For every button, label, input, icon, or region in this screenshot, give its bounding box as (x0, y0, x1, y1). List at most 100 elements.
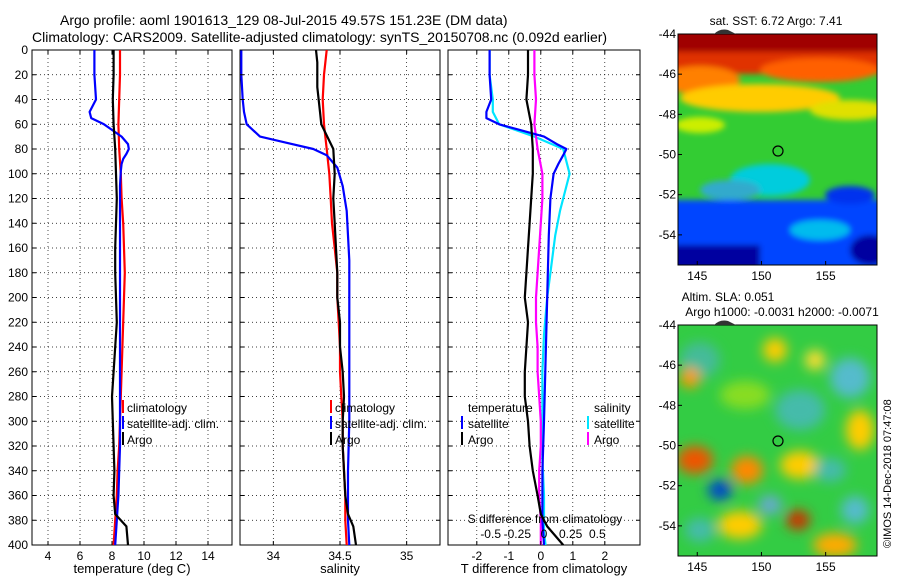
map-y-tick-label: -46 (659, 67, 677, 81)
sla-map-heatmap (678, 325, 877, 556)
depth-tick-label: 220 (8, 315, 28, 329)
x-tick-label: -2 (471, 549, 482, 563)
legend-label-t-argo: Argo (468, 433, 494, 447)
sst-map-landmass (714, 29, 736, 34)
x-tick-label: 2 (601, 549, 608, 563)
s-tick-label: 0 (541, 527, 548, 541)
s-difference-axis-label: S difference from climatology (468, 512, 623, 526)
x-tick-label: 35 (400, 549, 414, 563)
depth-tick-label: 380 (8, 513, 28, 527)
series-line-temperature-argo (523, 50, 565, 545)
depth-tick-label: 180 (8, 266, 28, 280)
depth-tick-label: 240 (8, 340, 28, 354)
depth-tick-label: 0 (21, 43, 28, 57)
temperature-legend: climatology satellite-adj. clim. Argo (122, 400, 219, 447)
map-x-tick-label: 145 (687, 269, 707, 283)
depth-tick-label: 60 (15, 117, 29, 131)
salinity-axis-label: salinity (320, 561, 360, 576)
x-tick-label: 0 (537, 549, 544, 563)
depth-tick-label: 40 (15, 93, 29, 107)
legend-label-satellite: satellite-adj. clim. (335, 417, 427, 431)
legend-label-s-satellite: satellite (594, 417, 635, 431)
map-x-tick-label: 155 (816, 560, 836, 574)
series-line-argo (314, 50, 358, 545)
depth-tick-label: 300 (8, 414, 28, 428)
x-tick-label: 1 (569, 549, 576, 563)
series-line-climatology (112, 50, 126, 545)
depth-tick-label: 140 (8, 216, 28, 230)
map-x-tick-label: 150 (751, 560, 771, 574)
map-y-tick-label: -44 (659, 27, 677, 41)
x-tick-label: 34.5 (328, 549, 352, 563)
figure-title-line1: Argo profile: aoml 1901613_129 08-Jul-20… (60, 12, 508, 28)
series-line-temperature-satellite (485, 50, 568, 545)
map-y-tick-label: -52 (659, 479, 677, 493)
map-y-tick-label: -48 (659, 398, 677, 412)
legend-label-t-satellite: satellite (468, 417, 509, 431)
sla-map-landmass (714, 320, 736, 325)
legend-label-s-argo: Argo (594, 433, 620, 447)
legend-label-argo: Argo (335, 433, 361, 447)
map-y-tick-label: -54 (659, 519, 677, 533)
difference-legend: temperature salinity satellite Argo sate… (461, 401, 635, 447)
sla-map-subtitle: Argo h1000: -0.0031 h2000: -0.0071 (685, 305, 879, 319)
legend-label-climatology: climatology (127, 401, 187, 415)
s-tick-label: -0.25 (504, 527, 532, 541)
legend-label-satellite: satellite-adj. clim. (127, 417, 219, 431)
sla-map-title: Altim. SLA: 0.051 (682, 290, 775, 304)
legend-label-climatology: climatology (335, 401, 395, 415)
map-x-tick-label: 155 (816, 269, 836, 283)
sst-float-marker (772, 145, 784, 157)
depth-tick-label: 320 (8, 439, 28, 453)
figure-title-line2: Climatology: CARS2009. Satellite-adjuste… (32, 29, 607, 45)
sst-map-frame (677, 33, 878, 266)
s-tick-label: 0.25 (559, 527, 583, 541)
map-y-tick-label: -54 (659, 228, 677, 242)
x-tick-label: -1 (503, 549, 514, 563)
depth-tick-label: 260 (8, 365, 28, 379)
x-tick-label: 8 (109, 549, 116, 563)
imos-watermark: ©IMOS 14-Dec-2018 07:47:08 (882, 399, 894, 548)
map-y-tick-label: -44 (659, 318, 677, 332)
temperature-axis-label: temperature (deg C) (73, 561, 190, 576)
depth-axis-labels: 0 20 40 60 80 100 120 140 160 180 200 220 240 260 280 3… (8, 43, 28, 552)
map-y-tick-label: -46 (659, 358, 677, 372)
s-tick-label: -0.5 (480, 527, 501, 541)
x-tick-label: 14 (201, 549, 215, 563)
series-line-argo (110, 50, 130, 545)
series-line-salinity-argo (533, 50, 544, 545)
depth-tick-label: 340 (8, 464, 28, 478)
map-y-tick-label: -50 (659, 148, 677, 162)
legend-label-argo: Argo (127, 433, 153, 447)
x-tick-label: 10 (137, 549, 151, 563)
sla-float-marker (772, 435, 784, 447)
sst-map-title: sat. SST: 6.72 Argo: 7.41 (710, 14, 843, 28)
series-line-satellite-adj-clim- (88, 50, 130, 545)
depth-tick-label: 20 (15, 68, 29, 82)
legend-title-temperature: temperature (468, 401, 533, 415)
x-tick-label: 34 (267, 549, 281, 563)
map-x-tick-label: 150 (751, 269, 771, 283)
map-x-tick-label: 145 (687, 560, 707, 574)
depth-tick-label: 280 (8, 390, 28, 404)
series-line-satellite-adj-clim- (240, 50, 351, 545)
depth-tick-label: 100 (8, 167, 28, 181)
x-tick-label: 6 (77, 549, 84, 563)
x-tick-label: 12 (169, 549, 183, 563)
t-difference-axis-label: T difference from climatology (461, 561, 628, 576)
map-y-tick-label: -48 (659, 107, 677, 121)
depth-tick-label: 120 (8, 192, 28, 206)
map-y-tick-label: -50 (659, 439, 677, 453)
salinity-legend: climatology satellite-adj. clim. Argo (330, 400, 427, 447)
depth-tick-label: 400 (8, 538, 28, 552)
depth-tick-label: 200 (8, 291, 28, 305)
x-tick-label: 4 (45, 549, 52, 563)
depth-tick-label: 360 (8, 489, 28, 503)
legend-title-salinity: salinity (594, 401, 631, 415)
sla-map-frame (677, 324, 878, 557)
depth-tick-label: 80 (15, 142, 29, 156)
s-tick-label: 0.5 (589, 527, 606, 541)
depth-tick-label: 160 (8, 241, 28, 255)
sst-map-heatmap (678, 34, 877, 265)
